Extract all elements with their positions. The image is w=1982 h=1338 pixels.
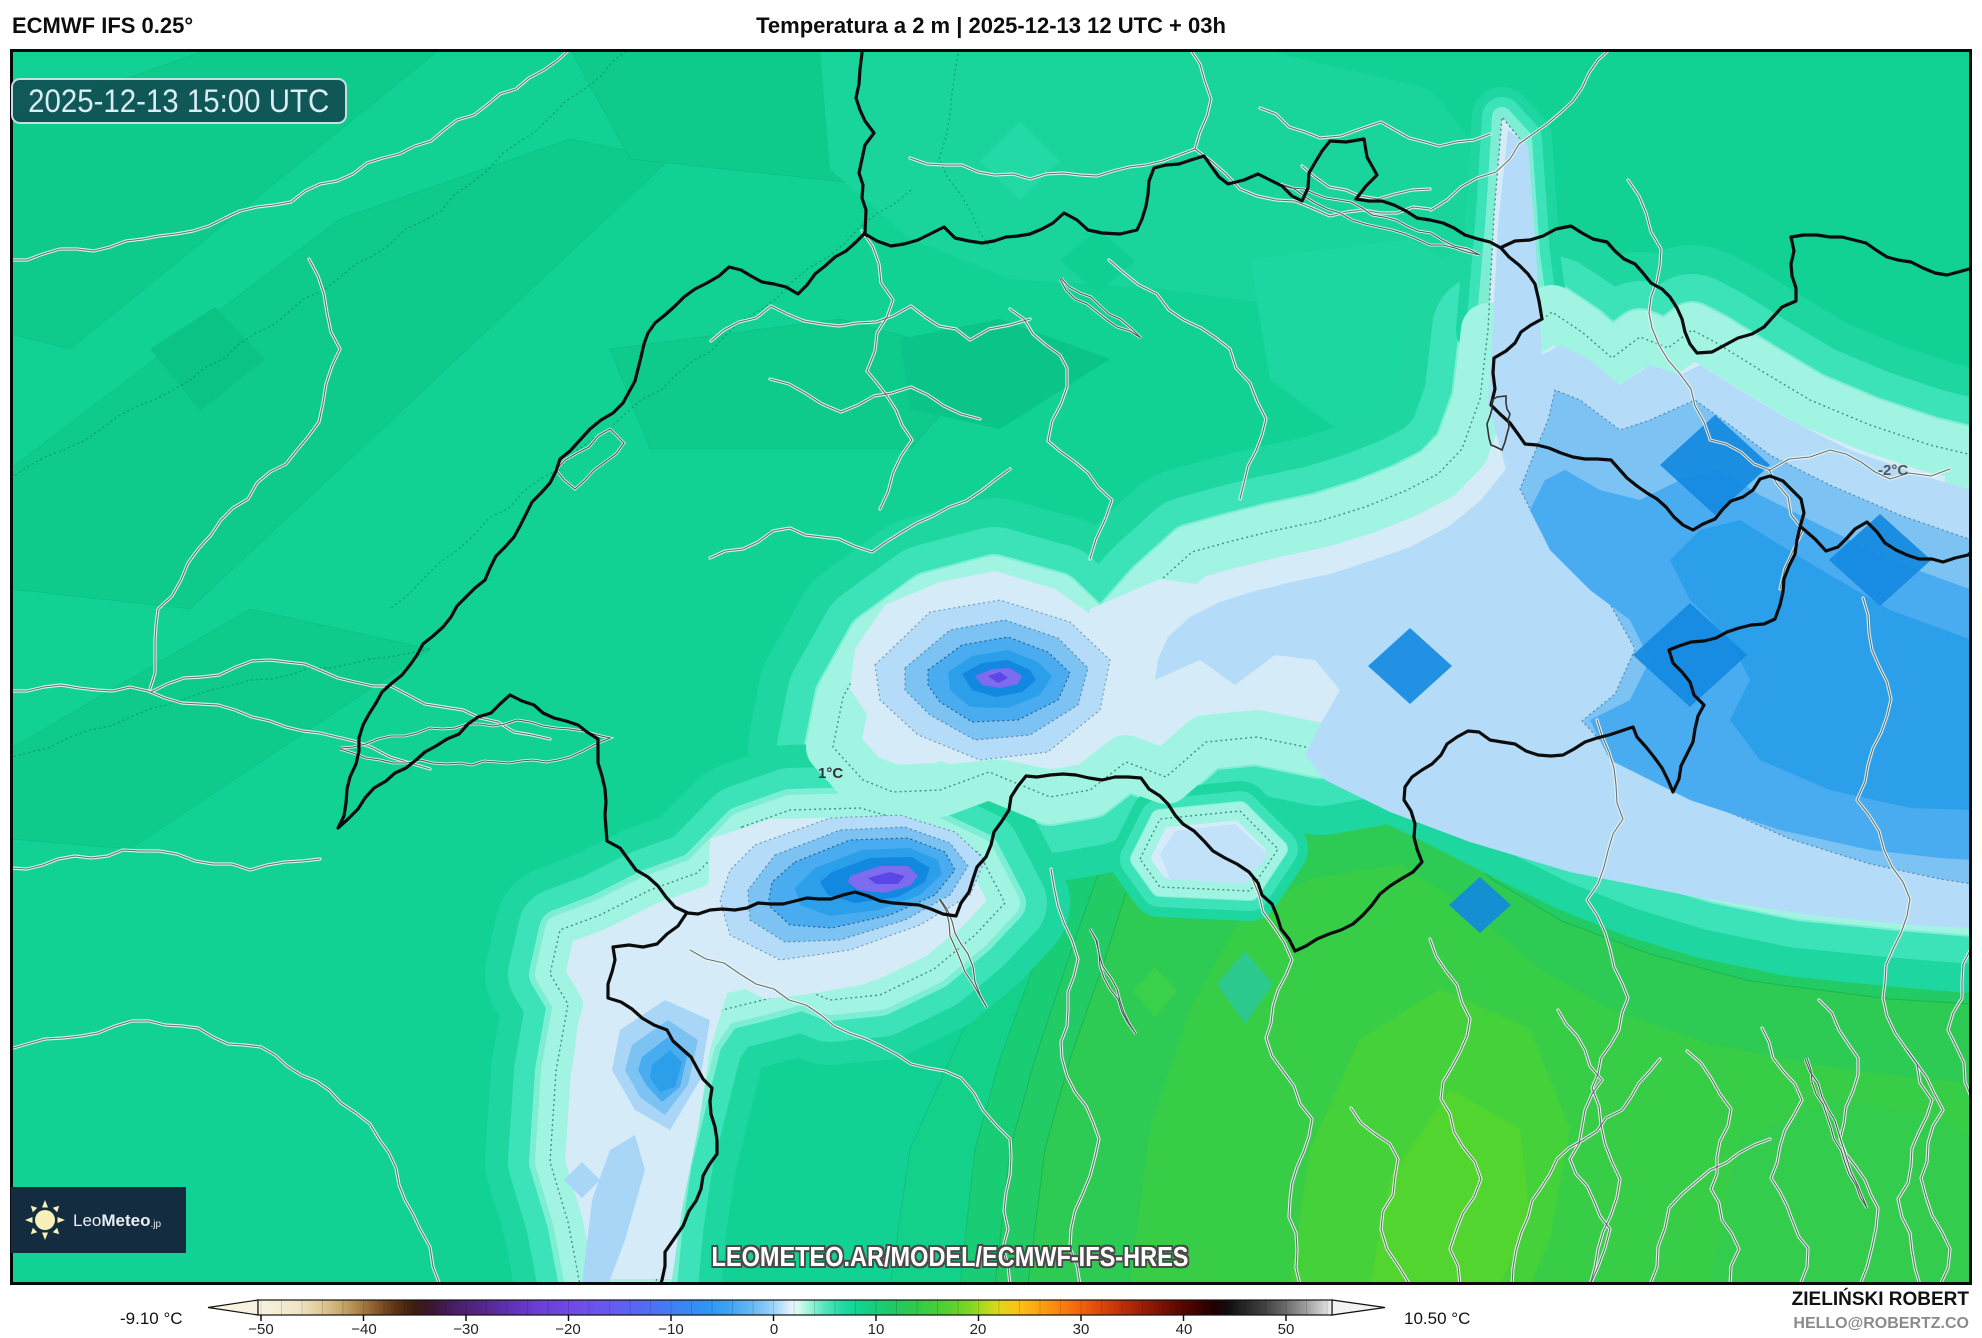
svg-text:-2°C: -2°C	[1878, 462, 1908, 479]
svg-text:1°C: 1°C	[818, 765, 843, 782]
svg-text:LeoMeteo.jp: LeoMeteo.jp	[73, 1211, 162, 1230]
